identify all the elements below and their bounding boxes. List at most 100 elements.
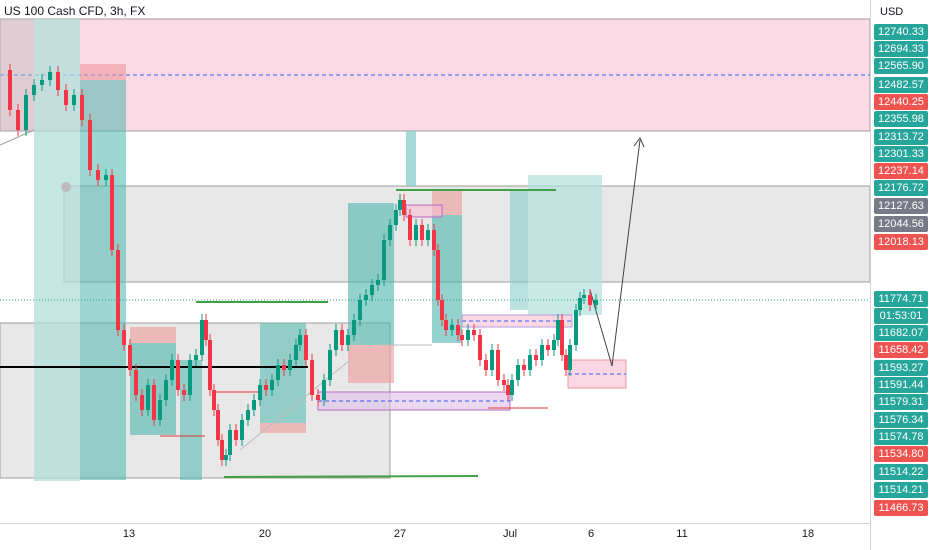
candle-body [334,330,338,350]
price-label: 11579.31 [874,394,928,410]
candle-body [352,320,356,335]
candle-body [322,380,326,400]
candle-body [456,325,460,335]
candle-body [346,335,350,345]
candle-body [408,215,412,240]
candle-body [234,430,238,440]
candle-body [48,72,52,80]
time-label: 13 [122,528,136,540]
candle-body [164,380,168,400]
price-axis-divider [870,0,871,550]
price-label: 11591.44 [874,377,928,393]
candle-body [328,350,332,380]
candle-body [258,385,262,400]
candle-body [370,285,374,295]
trade-box-4[interactable] [80,64,126,80]
candle-body [32,85,36,95]
candle-body [364,295,368,300]
trade-box-12[interactable] [406,131,416,186]
candle-body [506,385,510,395]
candle-body [426,230,430,240]
candle-body [556,320,560,340]
support-line-1[interactable] [223,475,479,478]
candle-body [478,335,482,360]
chart-title: US 100 Cash CFD, 3h, FX [4,4,146,18]
price-label: 12127.63 [874,198,928,214]
trade-box-15[interactable] [510,190,528,310]
candle-body [472,330,476,335]
candle-body [56,72,60,90]
time-label: 27 [393,528,407,540]
candle-body [450,325,454,330]
price-label: 12237.14 [874,163,928,179]
range-box-upper[interactable] [63,185,871,283]
candle-body [220,440,224,460]
candle-body [104,175,108,180]
candle-body [534,355,538,360]
candle-body [546,345,550,350]
candle-body [110,175,114,250]
price-label: 11658.42 [874,342,928,358]
candle-body [502,380,506,385]
candle-body [96,170,100,180]
candle-body [208,340,212,390]
price-label: 12440.25 [874,94,928,110]
candle-body [8,70,12,110]
candle-body [64,90,68,105]
trade-box-9[interactable] [260,423,306,433]
currency-label[interactable]: USD [880,6,904,18]
candle-body [128,345,132,370]
candle-body [540,345,544,360]
candle-body [16,110,20,130]
price-label: 12565.90 [874,58,928,74]
price-label: 11514.22 [874,464,928,480]
candle-body [298,335,302,345]
candle-body [216,410,220,440]
candle-body [564,355,568,370]
price-label: 11774.71 [874,291,928,307]
projection-arrow[interactable] [589,139,641,367]
candle-body [264,385,268,390]
candle-body [568,345,572,370]
candle-body [170,360,174,380]
candle-body [578,298,582,310]
projection-arrowhead [633,137,645,148]
candle-body [270,380,274,390]
candle-body [276,365,280,380]
candle-body [436,250,440,300]
candle-body [316,395,320,400]
candle-body [134,370,138,395]
candle-body [340,330,344,345]
candle-body [288,360,292,370]
candle-body [310,360,314,395]
drag-handle[interactable] [61,182,71,192]
candle-body [490,350,494,370]
price-label: 12740.33 [874,24,928,40]
candle-body [24,95,28,130]
candle-body [522,365,526,370]
time-label: 20 [258,528,272,540]
candle-body [146,385,150,410]
trade-box-11[interactable] [348,345,394,383]
candle-body [560,320,564,355]
candle-body [420,225,424,240]
candle-body [466,330,470,340]
trade-box-6[interactable] [130,327,176,343]
candles [8,64,598,466]
candle-body [552,340,556,350]
candle-body [394,210,398,225]
candle-body [582,295,586,298]
candle-body [574,310,578,345]
candle-body [176,360,180,390]
candle-body [496,350,500,380]
candle-body [484,360,488,370]
price-label: 11514.21 [874,482,928,498]
price-label: 01:53:01 [874,308,928,324]
candle-body [228,430,232,455]
candle-body [140,395,144,410]
candle-body [252,400,256,410]
candle-body [444,320,448,330]
candle-body [382,240,386,280]
price-label: 11682.07 [874,325,928,341]
